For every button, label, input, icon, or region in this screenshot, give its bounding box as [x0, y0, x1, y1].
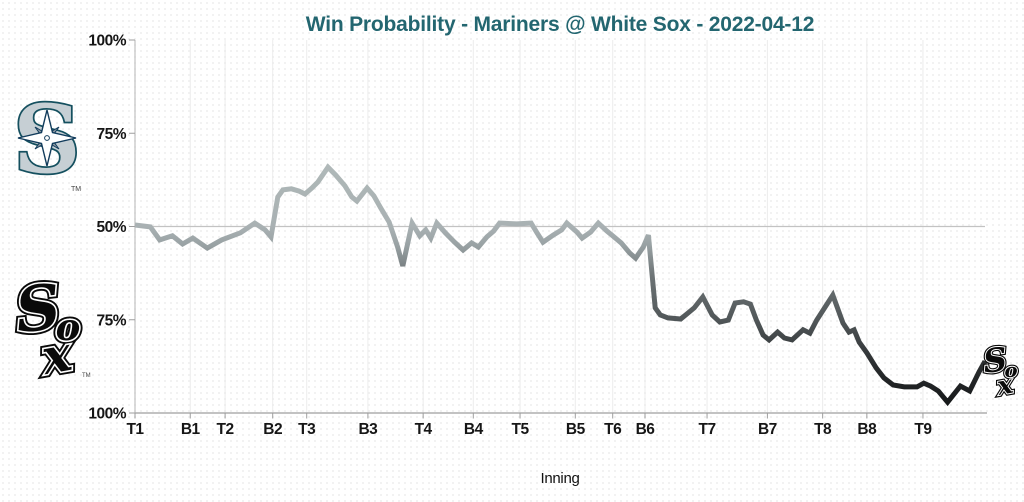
x-tick-label: T6 — [604, 421, 622, 438]
x-tick-label: T2 — [217, 421, 234, 438]
page-title: Win Probability - Mariners @ White Sox -… — [305, 13, 815, 36]
whitesox-logo: S o x S o x TM — [10, 278, 91, 380]
trademark-text: TM — [71, 186, 81, 193]
x-axis-title: Inning — [540, 470, 580, 487]
y-tick-label: 100% — [88, 33, 126, 50]
x-tick-label: B6 — [636, 421, 656, 438]
x-tick-label: T8 — [814, 421, 832, 438]
sox-logo-letter-s: S — [981, 344, 1009, 381]
compass-rose-icon — [17, 109, 77, 167]
x-tick-label: T4 — [415, 421, 433, 438]
x-tick-label: B8 — [857, 421, 877, 438]
win-probability-line — [134, 163, 988, 407]
x-tick-label: T1 — [126, 421, 144, 438]
y-tick-label: 75% — [96, 312, 126, 329]
y-tick-label: 75% — [96, 126, 126, 143]
x-tick-label: B7 — [758, 421, 777, 438]
trademark-text: TM — [82, 373, 91, 379]
y-tick-label: 100% — [88, 406, 126, 423]
svg-text:o: o — [1004, 359, 1017, 382]
x-tick-label: T9 — [914, 421, 932, 438]
x-tick-label: B2 — [263, 421, 282, 438]
svg-text:o: o — [56, 305, 81, 349]
y-tick-label: 50% — [96, 219, 126, 236]
x-tick-label: T5 — [512, 421, 530, 438]
svg-text:S: S — [981, 344, 1009, 381]
sox-logo-letter-s: S — [12, 278, 64, 347]
x-tick-label: B4 — [464, 421, 484, 438]
svg-text:S: S — [12, 278, 64, 347]
x-tick-label: T7 — [699, 421, 716, 438]
mariners-logo: S TM — [12, 84, 83, 194]
winner-logo-whitesox: S o x S o x — [980, 344, 1020, 398]
x-tick-label: B3 — [358, 421, 378, 438]
sox-logo-letter-x: x — [994, 369, 1016, 398]
sox-logo-letter-o: o — [1004, 359, 1017, 382]
x-tick-label: B5 — [566, 421, 586, 438]
x-tick-label: B1 — [181, 421, 201, 438]
x-tick-label: T3 — [298, 421, 316, 438]
sox-logo-letter-o: o — [56, 305, 81, 349]
